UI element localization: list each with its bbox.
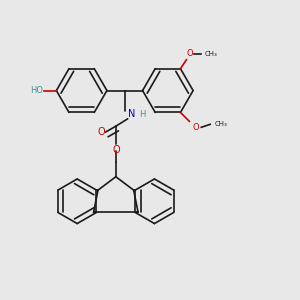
Text: H: H <box>140 110 146 119</box>
Text: O: O <box>192 123 199 132</box>
Text: N: N <box>128 109 136 119</box>
Text: O: O <box>186 49 193 58</box>
Text: CH₃: CH₃ <box>204 51 217 57</box>
Text: O: O <box>112 145 120 155</box>
Text: HO: HO <box>31 86 44 95</box>
Text: O: O <box>97 127 105 137</box>
Text: CH₃: CH₃ <box>214 121 227 127</box>
